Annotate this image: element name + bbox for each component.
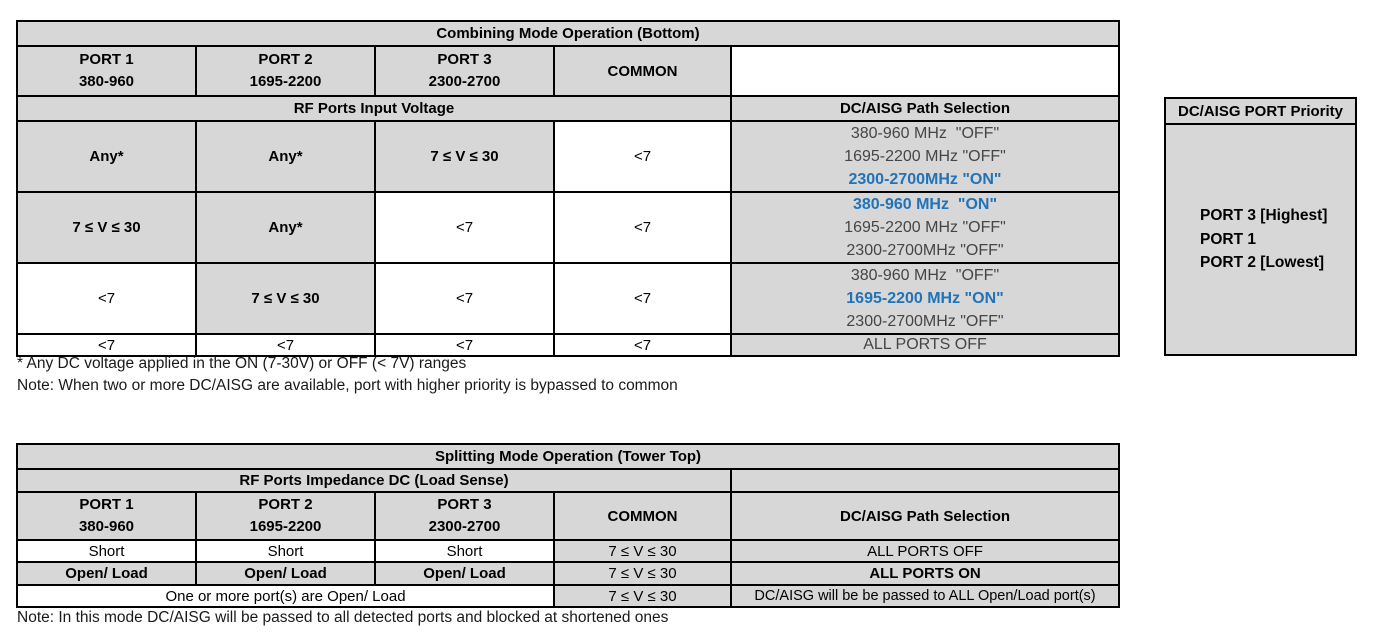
path-line: 2300-2700MHz "OFF"	[846, 242, 1004, 259]
port1-header-cell: PORT 1 380-960	[16, 45, 197, 97]
voltage-cell: 7 ≤ V ≤ 30	[374, 120, 555, 193]
rf-input-voltage-header: RF Ports Input Voltage	[16, 95, 732, 122]
combining-footnote: * Any DC voltage applied in the ON (7-30…	[17, 355, 467, 372]
table-row: PORT 3 [Highest] PORT 1 PORT 2 [Lowest]	[1164, 123, 1357, 356]
port2-header-cell: PORT 2 1695-2200	[195, 45, 376, 97]
table-row: PORT 1 380-960 PORT 2 1695-2200 PORT 3 2…	[16, 491, 1121, 541]
port2-header-cell: PORT 2 1695-2200	[195, 491, 376, 541]
port1-range: 380-960	[78, 518, 135, 535]
impedance-cell: Short	[16, 539, 197, 563]
path-selection-cell: ALL PORTS OFF	[730, 333, 1120, 357]
splitting-mode-table: Splitting Mode Operation (Tower Top) RF …	[15, 443, 1121, 608]
priority-item: PORT 3 [Highest]	[1200, 207, 1328, 225]
path-line: 380-960 MHz "OFF"	[850, 125, 1000, 142]
port3-label: PORT 3	[437, 51, 492, 68]
path-selection-cell: ALL PORTS ON	[729, 561, 1121, 586]
common-voltage-cell: 7 ≤ V ≤ 30	[553, 584, 732, 608]
voltage-cell: 7 ≤ V ≤ 30	[16, 191, 197, 264]
impedance-cell: Short	[374, 539, 555, 563]
priority-list-cell: PORT 3 [Highest] PORT 1 PORT 2 [Lowest]	[1164, 123, 1357, 356]
port2-label: PORT 2	[258, 496, 313, 513]
path-line: 1695-2200 MHz "OFF"	[844, 219, 1006, 236]
voltage-cell: <7	[553, 262, 732, 335]
voltage-cell: <7	[553, 333, 732, 357]
table-row: RF Ports Impedance DC (Load Sense)	[16, 468, 1121, 493]
impedance-cell: Short	[195, 539, 376, 563]
common-header-cell: COMMON	[553, 491, 732, 541]
priority-table-title: DC/AISG PORT Priority	[1164, 97, 1357, 125]
path-selection-cell: ALL PORTS OFF	[729, 539, 1121, 563]
path-selection-header: DC/AISG Path Selection	[729, 491, 1121, 541]
table-row: 7 ≤ V ≤ 30 Any* <7 <7 380-960 MHz "ON" 1…	[16, 191, 1120, 264]
port2-label: PORT 2	[258, 51, 313, 68]
port1-label: PORT 1	[79, 51, 134, 68]
path-line-active: 1695-2200 MHz "ON"	[846, 290, 1004, 307]
voltage-cell: 7 ≤ V ≤ 30	[195, 262, 376, 335]
voltage-cell: <7	[374, 333, 555, 357]
table-row: Combining Mode Operation (Bottom)	[16, 20, 1120, 47]
table-row: Open/ Load Open/ Load Open/ Load 7 ≤ V ≤…	[16, 561, 1121, 586]
voltage-cell: <7	[16, 333, 197, 357]
table-row: Splitting Mode Operation (Tower Top)	[15, 443, 1121, 470]
impedance-cell: Open/ Load	[195, 561, 376, 586]
splitting-note: Note: In this mode DC/AISG will be passe…	[17, 609, 669, 626]
table-row: <7 <7 <7 <7 ALL PORTS OFF	[16, 333, 1120, 357]
voltage-cell: Any*	[195, 120, 376, 193]
port3-header-cell: PORT 3 2300-2700	[374, 491, 555, 541]
voltage-cell: <7	[374, 191, 555, 264]
port2-range: 1695-2200	[249, 518, 322, 535]
port1-header-cell: PORT 1 380-960	[16, 491, 197, 541]
empty-cell	[729, 468, 1121, 493]
path-line: 2300-2700MHz "OFF"	[846, 313, 1004, 330]
empty-cell	[730, 45, 1120, 97]
combining-mode-table: Combining Mode Operation (Bottom) PORT 1…	[16, 20, 1120, 357]
voltage-cell: <7	[195, 333, 376, 357]
path-selection-cell: DC/AISG will be be passed to ALL Open/Lo…	[729, 584, 1121, 608]
path-line-active: 380-960 MHz "ON"	[852, 196, 998, 213]
impedance-header: RF Ports Impedance DC (Load Sense)	[16, 468, 732, 493]
port2-range: 1695-2200	[249, 73, 322, 90]
priority-item: PORT 2 [Lowest]	[1200, 254, 1325, 272]
path-line: 1695-2200 MHz "OFF"	[844, 148, 1006, 165]
port3-header-cell: PORT 3 2300-2700	[374, 45, 555, 97]
priority-item: PORT 1	[1200, 230, 1256, 248]
port3-range: 2300-2700	[428, 73, 501, 90]
impedance-cell: Open/ Load	[16, 561, 197, 586]
voltage-cell: <7	[553, 120, 732, 193]
common-voltage-cell: 7 ≤ V ≤ 30	[553, 539, 732, 563]
path-selection-cell: 380-960 MHz "OFF" 1695-2200 MHz "OFF" 23…	[730, 120, 1120, 193]
port1-range: 380-960	[78, 73, 135, 90]
table-row: <7 7 ≤ V ≤ 30 <7 <7 380-960 MHz "OFF" 16…	[16, 262, 1120, 335]
impedance-span-cell: One or more port(s) are Open/ Load	[16, 584, 555, 608]
path-line-active: 2300-2700MHz "ON"	[848, 171, 1002, 188]
port3-label: PORT 3	[437, 496, 492, 513]
port3-range: 2300-2700	[428, 518, 501, 535]
voltage-cell: <7	[374, 262, 555, 335]
combining-table-title: Combining Mode Operation (Bottom)	[16, 20, 1120, 47]
table-row: PORT 1 380-960 PORT 2 1695-2200 PORT 3 2…	[16, 45, 1120, 97]
voltage-cell: <7	[553, 191, 732, 264]
voltage-cell: Any*	[195, 191, 376, 264]
path-selection-header: DC/AISG Path Selection	[730, 95, 1120, 122]
port1-label: PORT 1	[79, 496, 134, 513]
table-row: Short Short Short 7 ≤ V ≤ 30 ALL PORTS O…	[16, 539, 1121, 563]
table-row: Any* Any* 7 ≤ V ≤ 30 <7 380-960 MHz "OFF…	[16, 120, 1120, 193]
voltage-cell: <7	[16, 262, 197, 335]
table-row: RF Ports Input Voltage DC/AISG Path Sele…	[16, 95, 1120, 122]
port-priority-table: DC/AISG PORT Priority PORT 3 [Highest] P…	[1164, 97, 1357, 356]
common-voltage-cell: 7 ≤ V ≤ 30	[553, 561, 732, 586]
impedance-cell: Open/ Load	[374, 561, 555, 586]
path-line: 380-960 MHz "OFF"	[850, 267, 1000, 284]
voltage-cell: Any*	[16, 120, 197, 193]
path-selection-cell: 380-960 MHz "ON" 1695-2200 MHz "OFF" 230…	[730, 191, 1120, 264]
table-row: DC/AISG PORT Priority	[1164, 97, 1357, 125]
common-header-cell: COMMON	[553, 45, 732, 97]
table-row: One or more port(s) are Open/ Load 7 ≤ V…	[16, 584, 1121, 608]
combining-note: Note: When two or more DC/AISG are avail…	[17, 377, 678, 394]
splitting-table-title: Splitting Mode Operation (Tower Top)	[15, 443, 1121, 470]
path-selection-cell: 380-960 MHz "OFF" 1695-2200 MHz "ON" 230…	[730, 262, 1120, 335]
